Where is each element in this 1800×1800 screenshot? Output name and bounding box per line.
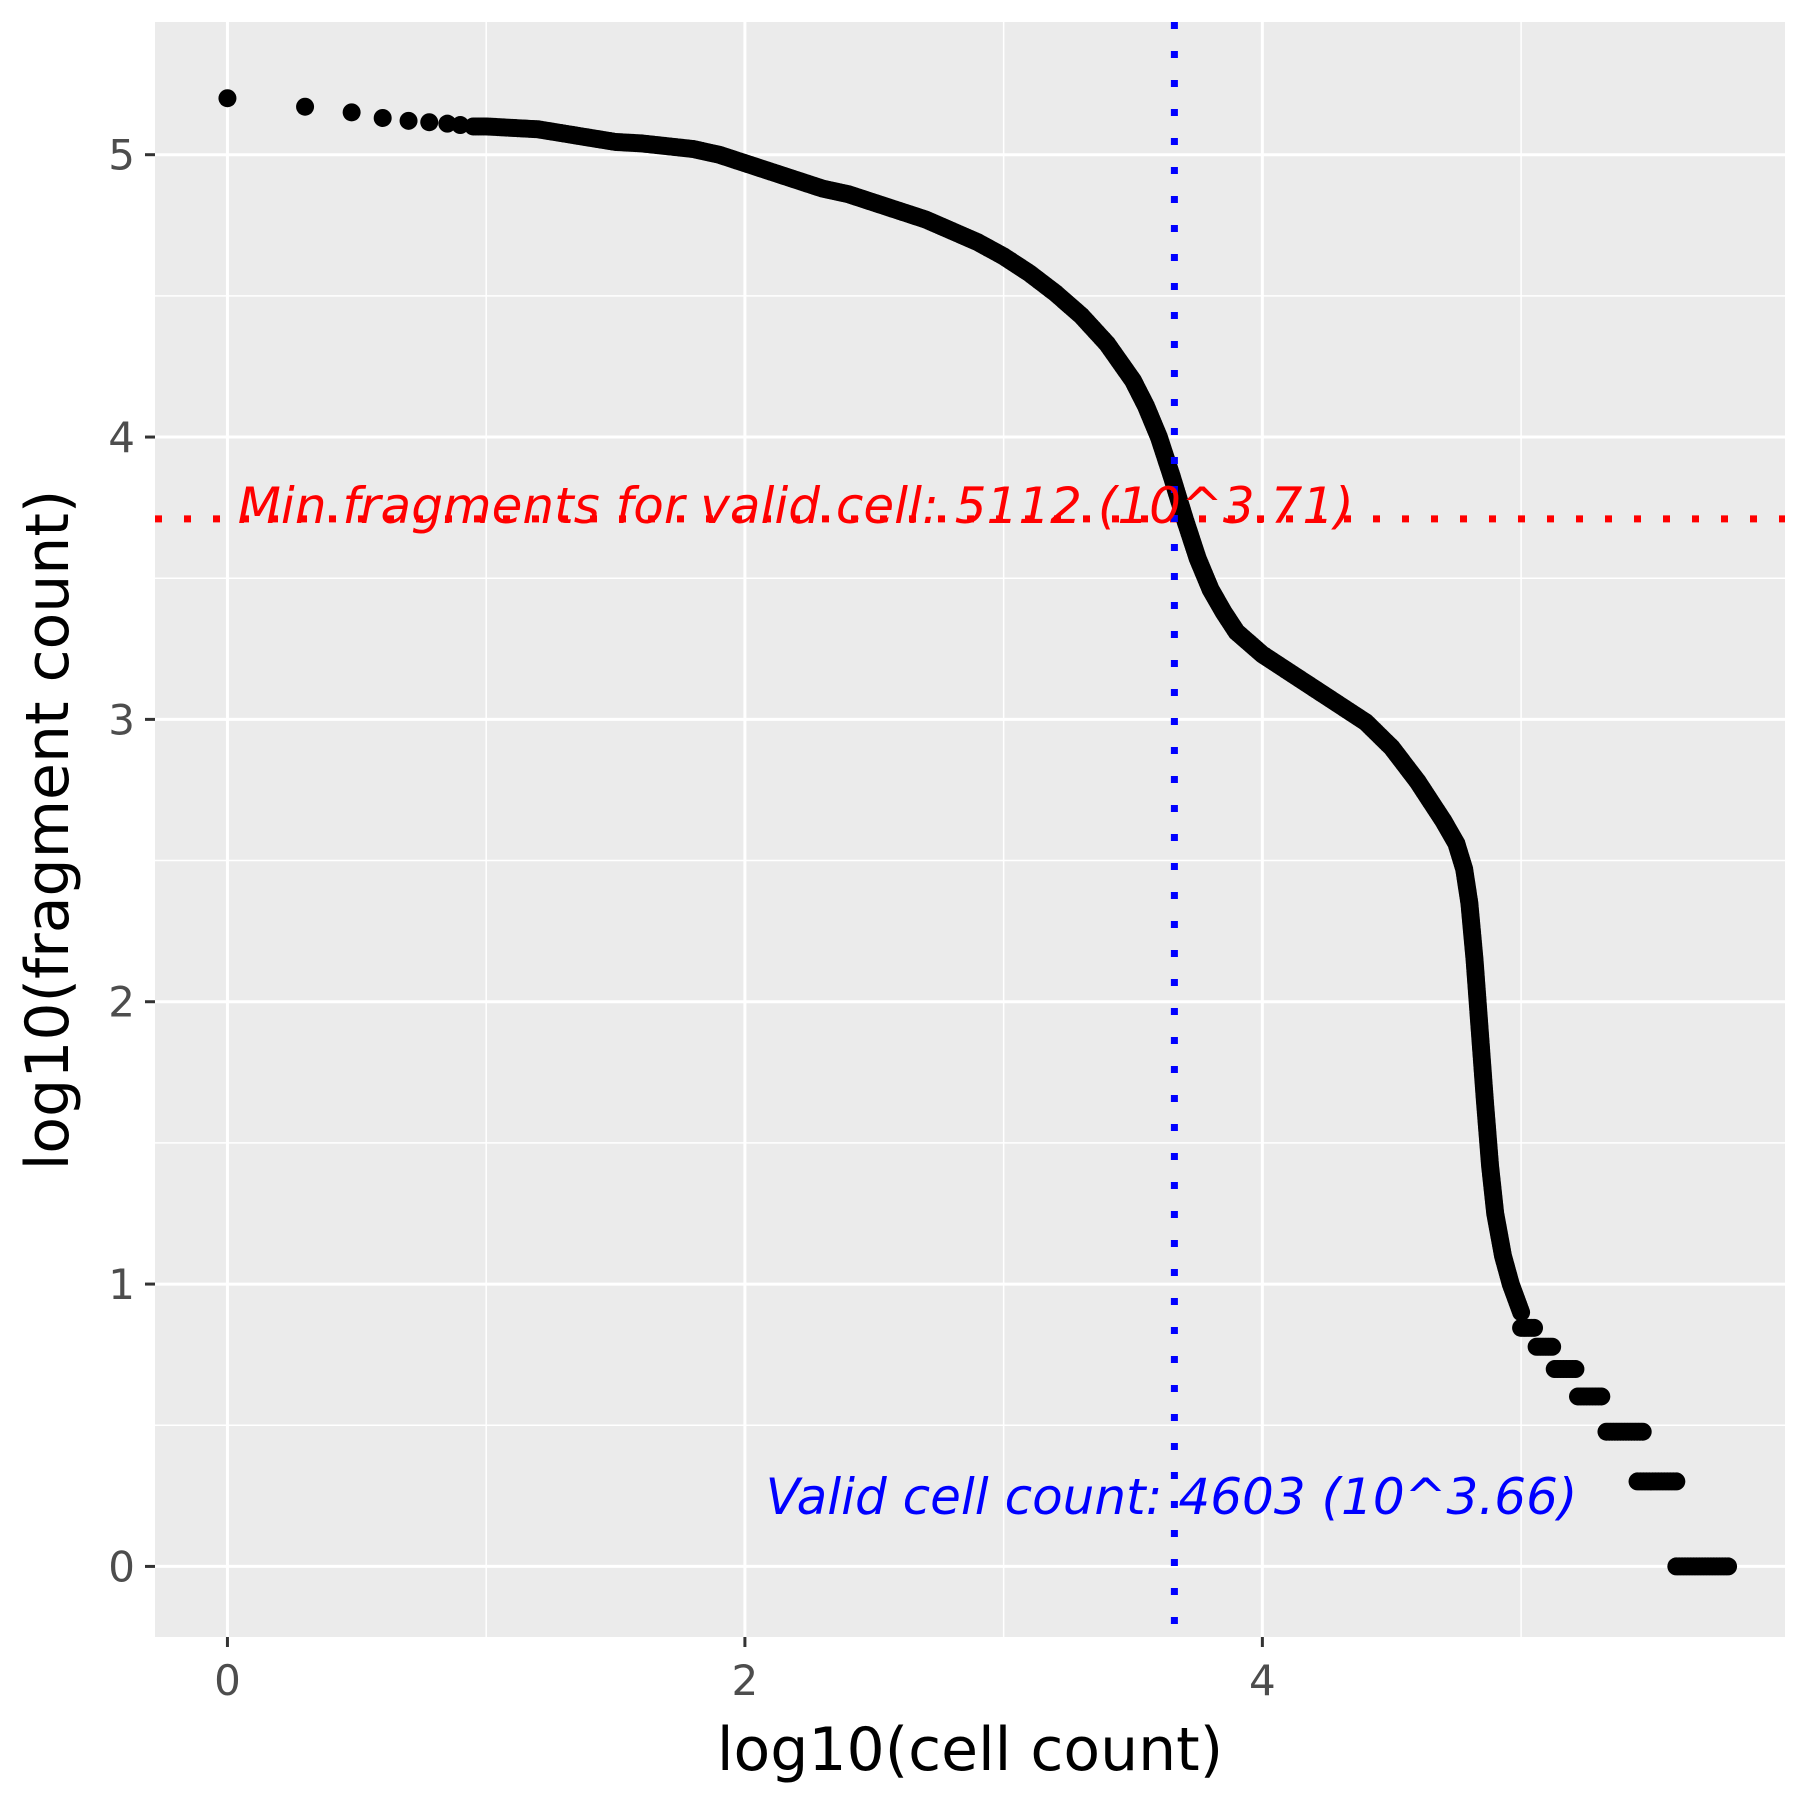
x-tick-label: 2 xyxy=(732,1656,759,1705)
data-point-step xyxy=(1525,1318,1544,1337)
y-tick-label: 1 xyxy=(108,1260,135,1309)
y-tick-label: 2 xyxy=(108,978,135,1027)
data-point xyxy=(399,111,418,130)
x-axis-ticks: 0 2 4 xyxy=(214,1637,1276,1705)
y-tick-label: 3 xyxy=(108,695,135,744)
data-point-step xyxy=(1592,1387,1611,1406)
min-fragments-annotation: Min fragments for valid cell: 5112 (10^3… xyxy=(238,477,1354,535)
data-point xyxy=(420,113,439,132)
y-axis-ticks: 0 1 2 3 4 5 xyxy=(108,131,155,1591)
data-point xyxy=(296,97,315,116)
data-point xyxy=(342,103,361,122)
y-axis-title: log10(fragment count) xyxy=(13,490,83,1171)
y-tick-label: 0 xyxy=(108,1542,135,1591)
valid-cell-count-annotation: Valid cell count: 4603 (10^3.66) xyxy=(766,1468,1578,1526)
plot-panel xyxy=(155,22,1785,1637)
x-tick-label: 4 xyxy=(1249,1656,1276,1705)
y-tick-label: 5 xyxy=(108,131,135,180)
y-tick-label: 4 xyxy=(108,413,135,462)
data-point-step xyxy=(1543,1337,1562,1356)
data-point xyxy=(373,108,392,127)
data-point-step xyxy=(1719,1557,1738,1576)
x-tick-label: 0 xyxy=(214,1656,241,1705)
data-point xyxy=(218,89,237,108)
grid-minor xyxy=(155,22,1785,1637)
data-point xyxy=(1511,1300,1530,1319)
data-points xyxy=(218,89,1738,1576)
data-point-step xyxy=(1633,1422,1652,1441)
x-axis-title: log10(cell count) xyxy=(717,1715,1223,1785)
data-point-step xyxy=(1566,1360,1585,1379)
data-point-step xyxy=(1667,1472,1686,1491)
